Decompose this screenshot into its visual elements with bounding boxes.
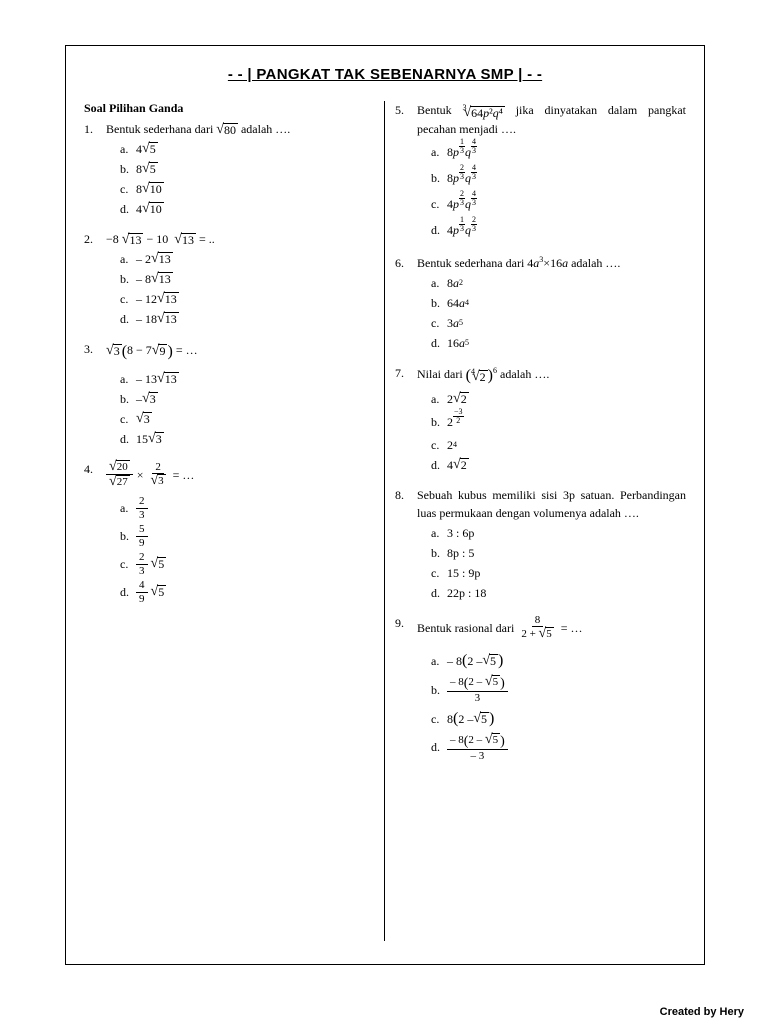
right-column: 5. Bentuk 3√64p²q⁴ jika dinyatakan dalam… bbox=[385, 101, 686, 941]
q-stem: Bentuk sederhana dari √80 adalah …. bbox=[106, 120, 374, 138]
footer-credit: Created by Hery bbox=[660, 1006, 744, 1018]
section-heading: Soal Pilihan Ganda bbox=[84, 101, 374, 116]
question-2: 2. −8 √13 − 10 √13 = .. a.– 2√13 b.– 8√1… bbox=[84, 230, 374, 330]
page-title: - - | PANGKAT TAK SEBENARNYA SMP | - - bbox=[84, 66, 686, 83]
left-column: Soal Pilihan Ganda 1. Bentuk sederhana d… bbox=[84, 101, 385, 941]
question-5: 5. Bentuk 3√64p²q⁴ jika dinyatakan dalam… bbox=[395, 101, 686, 244]
question-7: 7. Nilai dari (4√2)6 adalah …. a.2 √2 b.… bbox=[395, 364, 686, 476]
question-9: 9. Bentuk rasional dari 82 + √5 = … a.– … bbox=[395, 614, 686, 764]
columns: Soal Pilihan Ganda 1. Bentuk sederhana d… bbox=[84, 101, 686, 941]
document-page: - - | PANGKAT TAK SEBENARNYA SMP | - - S… bbox=[65, 45, 705, 965]
question-4: 4. √20√27 × 2√3 = … a.23 b.59 c.23 √5 d.… bbox=[84, 460, 374, 607]
q-number: 1. bbox=[84, 120, 106, 220]
question-3: 3. √3(8 − 7√9) = … a.– 13√13 b.– √3 c.√3… bbox=[84, 340, 374, 450]
question-1: 1. Bentuk sederhana dari √80 adalah …. a… bbox=[84, 120, 374, 220]
question-8: 8. Sebuah kubus memiliki sisi 3p satuan.… bbox=[395, 486, 686, 604]
question-6: 6. Bentuk sederhana dari 4a3×16a adalah … bbox=[395, 254, 686, 354]
